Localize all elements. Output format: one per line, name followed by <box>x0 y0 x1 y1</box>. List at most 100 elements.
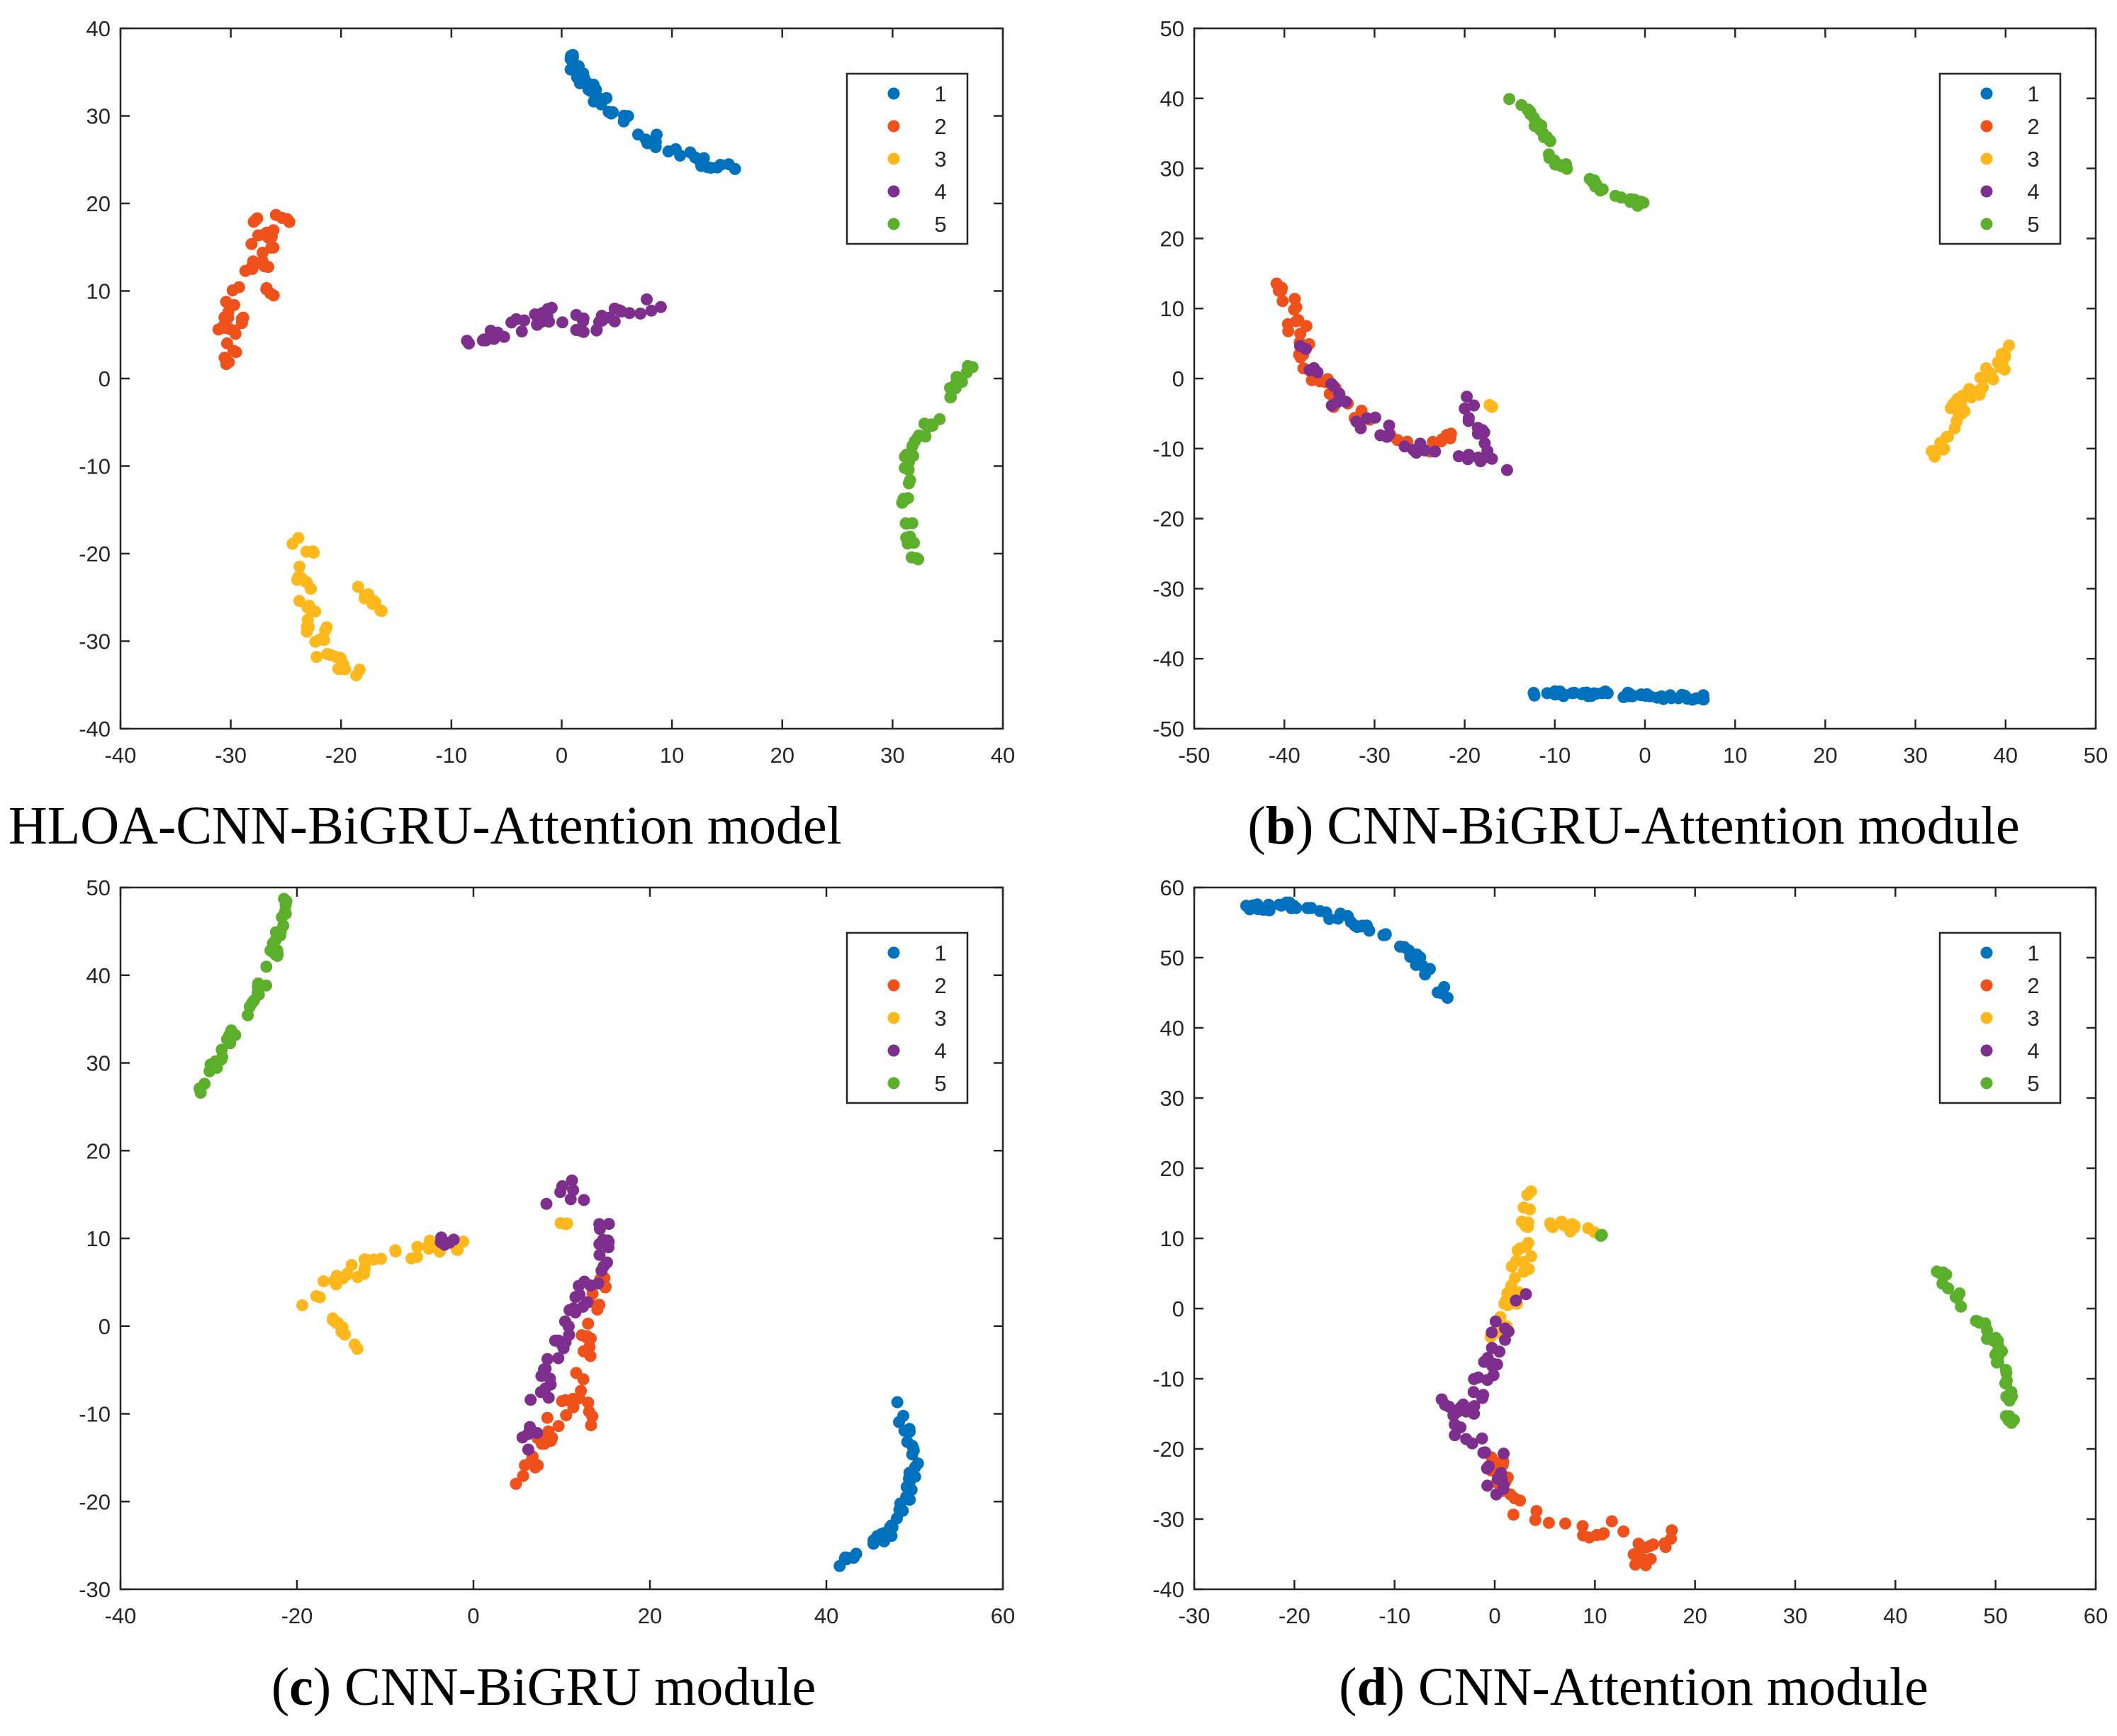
point-class-3 <box>362 588 375 600</box>
x-tick-label: 0 <box>467 1603 479 1628</box>
x-tick-label: -20 <box>1279 1603 1310 1628</box>
point-class-3 <box>317 1275 330 1287</box>
point-class-4 <box>461 335 473 347</box>
legend-marker-5 <box>887 1077 900 1090</box>
point-class-4 <box>613 304 626 317</box>
point-class-2 <box>1436 433 1449 446</box>
y-tick-label: 50 <box>1160 16 1184 41</box>
x-tick-label: 20 <box>770 743 794 768</box>
point-class-4 <box>478 333 490 346</box>
point-class-3 <box>1545 1219 1558 1232</box>
point-class-2 <box>560 1409 573 1421</box>
point-class-1 <box>904 1426 916 1438</box>
point-class-5 <box>1615 191 1627 204</box>
point-class-5 <box>1544 135 1556 147</box>
point-class-4 <box>578 1194 590 1206</box>
caption-c-text: CNN-BiGRU module <box>344 1657 816 1717</box>
legend-label-2: 2 <box>2027 973 2039 998</box>
point-class-1 <box>1305 902 1318 914</box>
point-class-4 <box>541 303 554 315</box>
point-class-1 <box>1398 941 1410 953</box>
legend-label-5: 5 <box>934 1071 946 1096</box>
x-tick-label: 10 <box>660 743 684 768</box>
legend-marker-4 <box>1980 1044 1993 1057</box>
point-class-1 <box>839 1551 852 1564</box>
point-class-3 <box>1980 362 1992 374</box>
point-class-2 <box>247 215 260 228</box>
x-tick-label: -10 <box>1378 1603 1410 1628</box>
legend-label-1: 1 <box>2027 82 2039 106</box>
x-tick-label: 30 <box>1903 743 1927 768</box>
point-class-4 <box>1308 362 1320 374</box>
point-class-2 <box>1514 1494 1527 1507</box>
point-class-2 <box>1605 1515 1618 1528</box>
point-class-2 <box>223 356 235 369</box>
point-class-2 <box>262 261 274 274</box>
point-class-4 <box>602 1218 615 1231</box>
point-class-5 <box>1522 103 1534 116</box>
point-class-5 <box>949 382 962 395</box>
point-class-4 <box>1461 391 1473 403</box>
point-class-4 <box>584 1279 597 1292</box>
point-class-5 <box>1937 1266 1950 1279</box>
y-tick-label: 40 <box>86 963 111 988</box>
y-tick-label: 0 <box>99 1314 111 1339</box>
legend-marker-3 <box>1980 152 1993 165</box>
point-class-5 <box>260 979 272 992</box>
point-class-4 <box>1476 1391 1488 1404</box>
point-class-2 <box>581 1332 594 1345</box>
chart-a: -40 -30 -20 -10 0 10 20 30 40 -40 -30 -20 -10 0 10 20 30… <box>79 16 1015 768</box>
point-class-4 <box>1497 1479 1510 1491</box>
point-class-1 <box>1259 903 1272 916</box>
x-tick-label: -10 <box>1539 743 1571 768</box>
point-class-4 <box>597 1260 610 1272</box>
point-class-4 <box>1459 402 1471 415</box>
point-class-4 <box>1468 1373 1481 1385</box>
y-tick-label: 40 <box>1160 1016 1184 1041</box>
point-class-3 <box>310 651 323 663</box>
point-class-5 <box>260 961 273 973</box>
point-class-4 <box>524 1421 537 1433</box>
point-class-4 <box>556 316 568 329</box>
point-class-3 <box>1974 371 1987 384</box>
point-class-4 <box>1461 453 1474 466</box>
point-class-2 <box>578 1345 590 1357</box>
point-class-4 <box>1471 422 1484 435</box>
point-class-2 <box>552 1420 565 1433</box>
point-class-4 <box>1374 429 1387 442</box>
point-class-3 <box>376 605 388 617</box>
point-class-1 <box>893 1416 905 1428</box>
scatter-points <box>1240 896 2020 1572</box>
point-class-3 <box>296 1299 308 1311</box>
point-class-1 <box>1590 688 1602 700</box>
point-class-1 <box>886 1521 899 1534</box>
x-tick-label: 0 <box>1488 1603 1500 1628</box>
point-class-1 <box>1288 900 1300 912</box>
point-class-4 <box>554 1186 567 1199</box>
point-class-2 <box>517 1469 529 1482</box>
point-class-1 <box>1697 693 1710 706</box>
legend-marker-2 <box>1980 120 1993 133</box>
point-class-5 <box>966 361 979 374</box>
point-class-5 <box>1624 193 1637 206</box>
point-class-5 <box>1955 1300 1967 1313</box>
point-class-4 <box>1460 1405 1473 1418</box>
point-class-1 <box>651 128 663 141</box>
point-class-1 <box>714 159 726 172</box>
legend-box <box>1938 72 2062 245</box>
point-class-2 <box>1576 1520 1589 1533</box>
legend-marker-3 <box>1980 1012 1993 1024</box>
point-class-4 <box>567 1184 580 1197</box>
x-tick-label: -30 <box>1179 1603 1211 1628</box>
point-class-4 <box>1398 440 1411 453</box>
legend-marker-1 <box>1980 946 1993 959</box>
point-class-5 <box>945 391 958 403</box>
point-class-4 <box>573 1279 585 1292</box>
point-class-3 <box>1999 351 2011 363</box>
point-class-4 <box>1500 464 1513 476</box>
point-class-4 <box>1486 452 1498 465</box>
point-class-1 <box>1686 693 1699 706</box>
point-class-3 <box>358 1265 371 1277</box>
